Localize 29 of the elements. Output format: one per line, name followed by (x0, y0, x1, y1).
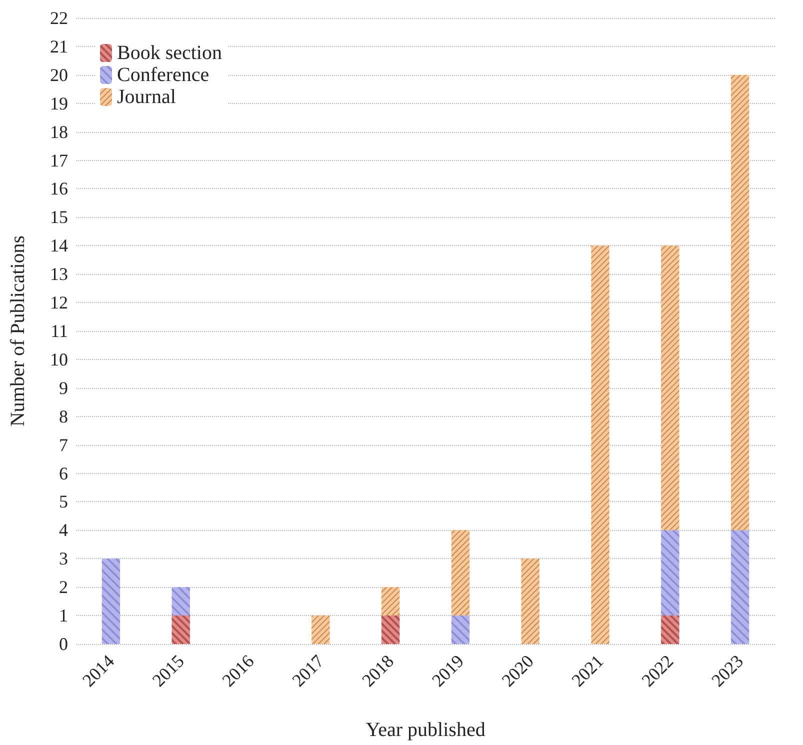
y-tick-label: 13 (50, 264, 68, 284)
x-axis-title: Year published (366, 719, 486, 741)
y-tick-label: 0 (59, 634, 68, 654)
y-tick-label: 18 (50, 122, 68, 142)
legend-label: Book section (117, 42, 222, 64)
y-tick-label: 3 (59, 548, 68, 569)
y-tick-label: 1 (59, 606, 68, 626)
y-tick-label: 11 (50, 321, 68, 341)
y-tick-label: 5 (59, 492, 68, 512)
y-axis-title: Number of Publications (7, 235, 29, 427)
legend-label: Journal (117, 86, 176, 108)
x-tick-label: 2021 (568, 650, 608, 691)
y-tick-label: 20 (50, 64, 68, 85)
y-tick-label: 22 (50, 8, 68, 28)
y-tick-label: 15 (50, 207, 68, 228)
y-tick-label: 16 (50, 178, 68, 199)
y-tick-label: 14 (50, 236, 68, 256)
y-tick-label: 10 (50, 349, 68, 370)
legend-label: Conference (117, 64, 210, 86)
y-tick-label: 12 (50, 292, 68, 313)
y-tick-label: 17 (50, 150, 68, 170)
y-tick-label: 7 (59, 434, 68, 455)
y-tick-label: 21 (50, 36, 68, 56)
y-tick-label: 2 (59, 577, 68, 598)
y-tick-label: 8 (59, 406, 68, 426)
y-tick-label: 4 (59, 520, 68, 540)
y-tick-label: 6 (59, 463, 68, 484)
y-tick-label: 19 (50, 93, 68, 114)
y-tick-label: 9 (59, 378, 68, 398)
